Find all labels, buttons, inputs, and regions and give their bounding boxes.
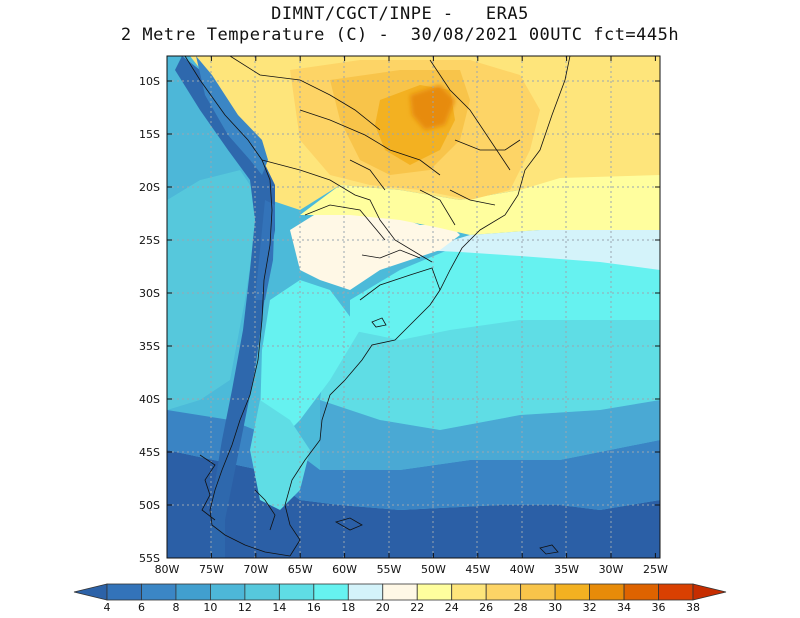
colorbar-box	[485, 583, 522, 601]
latitude-tick-labels: 10S 15S 20S 25S 30S 35S 40S 45S 50S 55S	[139, 75, 160, 565]
lon-tick-label: 80W	[155, 563, 180, 576]
colorbar-label: 28	[514, 601, 528, 614]
colorbar-label: 32	[583, 601, 597, 614]
colorbar-box	[520, 583, 556, 601]
colorbar-box	[210, 583, 246, 601]
colorbar-box	[589, 583, 625, 601]
colorbar-box	[658, 583, 694, 601]
colorbar-label: 34	[617, 601, 631, 614]
lat-tick-label: 35S	[139, 340, 160, 353]
map-title-line1: DIMNT/CGCT/INPE - ERA5	[271, 4, 529, 24]
lat-tick-label: 45S	[139, 446, 160, 459]
lat-tick-label: 15S	[139, 128, 160, 141]
colorbar-label: 20	[376, 601, 390, 614]
colorbar-label: 10	[203, 601, 217, 614]
colorbar-label: 22	[410, 601, 424, 614]
colorbar-box	[141, 583, 177, 601]
colorbar-label: 36	[652, 601, 666, 614]
lat-tick-label: 10S	[139, 75, 160, 88]
graticule	[167, 56, 660, 558]
colorbar-box	[278, 583, 315, 601]
lon-tick-label: 25W	[643, 563, 668, 576]
colorbar-label: 26	[479, 601, 493, 614]
colorbar-min-triangle	[73, 583, 108, 601]
map-frame	[166, 55, 661, 559]
colorbar-label: 14	[272, 601, 286, 614]
colorbar-box	[623, 583, 659, 601]
temperature-field	[167, 56, 660, 558]
lon-tick-label: 30W	[599, 563, 624, 576]
colorbar-label: 4	[104, 601, 111, 614]
lon-tick-label: 70W	[243, 563, 268, 576]
axis-tick-marks	[166, 56, 660, 559]
colorbar-label: 38	[686, 601, 700, 614]
lat-tick-label: 40S	[139, 393, 160, 406]
lon-tick-label: 60W	[332, 563, 357, 576]
lat-tick-label: 30S	[139, 287, 160, 300]
colorbar-label: 8	[172, 601, 179, 614]
coastlines-and-borders	[184, 56, 571, 557]
lon-tick-label: 75W	[199, 563, 224, 576]
lat-tick-label: 25S	[139, 234, 160, 247]
colorbar-box	[554, 583, 590, 601]
colorbar-label: 16	[307, 601, 321, 614]
colorbar-box	[347, 583, 384, 601]
colorbar-label: 12	[238, 601, 252, 614]
colorbar-label: 30	[548, 601, 562, 614]
lon-tick-label: 65W	[288, 563, 313, 576]
colorbar-label: 24	[445, 601, 459, 614]
lat-tick-label: 50S	[139, 499, 160, 512]
colorbar-box	[451, 583, 487, 601]
longitude-tick-labels: 80W 75W 70W 65W 60W 55W 50W 45W 40W 35W 30W 25W	[155, 563, 668, 576]
colorbar-box	[416, 583, 453, 601]
lon-tick-label: 45W	[465, 563, 490, 576]
colorbar-max-triangle	[692, 583, 727, 601]
colorbar-labels: 4 6 8 10 12 14 16 18 20 22 24 26 28 30 32 34 36 38	[104, 601, 701, 614]
lon-tick-label: 35W	[554, 563, 579, 576]
colorbar-box	[313, 583, 349, 601]
colorbar	[73, 583, 727, 601]
colorbar-box	[244, 583, 280, 601]
colorbar-box	[106, 583, 142, 601]
lon-tick-label: 50W	[421, 563, 446, 576]
map-title-line2: 2 Metre Temperature (C) - 30/08/2021 00U…	[120, 25, 680, 45]
lat-tick-label: 55S	[139, 552, 160, 565]
lat-tick-label: 20S	[139, 181, 160, 194]
colorbar-label: 18	[341, 601, 355, 614]
lon-tick-label: 40W	[510, 563, 535, 576]
colorbar-box	[175, 583, 211, 601]
colorbar-box	[382, 583, 418, 601]
colorbar-label: 6	[138, 601, 145, 614]
lon-tick-label: 55W	[377, 563, 402, 576]
